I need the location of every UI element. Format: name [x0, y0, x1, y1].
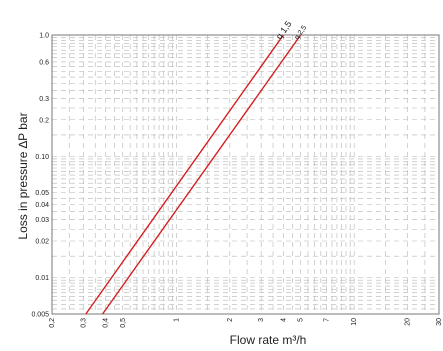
x-axis-ticks: 0,2 0,3 0,4 0,5 1 2 3 4 5 7 10 20 30 [49, 318, 443, 328]
y-tick-label: 0.05 [35, 190, 49, 197]
x-tick-label: 0,2 [49, 318, 56, 328]
plot-frame [51, 34, 440, 315]
y-tick-label: 0.005 [31, 312, 49, 319]
y-tick-label: 0.2 [39, 117, 49, 124]
x-tick-label: 1 [173, 318, 180, 322]
grid [51, 34, 440, 315]
x-tick-label: 20 [405, 318, 412, 326]
y-axis-title: Loss in pressure ∆P bar [16, 112, 30, 239]
series-line [102, 34, 302, 315]
y-tick-label: 0.6 [39, 59, 49, 66]
x-tick-label: 4 [280, 318, 287, 322]
x-tick-label: 10 [351, 318, 358, 326]
y-tick-label: 0.01 [35, 275, 49, 282]
y-tick-label: 0.02 [35, 239, 49, 246]
series-line [85, 34, 284, 315]
x-tick-label: 0,3 [80, 318, 87, 328]
y-tick-label: 0.3 [39, 96, 49, 103]
y-tick-label: 1.0 [39, 33, 49, 40]
x-tick-label: 7 [324, 318, 331, 322]
y-axis-ticks: 0.005 0.01 0.02 0.03 0.04 0.05 0.10 0.2 0.3 0.6 1.… [31, 33, 49, 319]
series-lines: q 1,5 q 2,5 [85, 19, 309, 315]
x-tick-label: 3 [258, 318, 265, 322]
y-tick-label: 0.03 [35, 217, 49, 224]
x-tick-label: 0,4 [103, 318, 110, 328]
plot-border [51, 34, 440, 315]
x-axis-title: Flow rate m³/h [230, 333, 307, 347]
y-tick-label: 0.10 [35, 154, 49, 161]
x-tick-label: 30 [436, 318, 443, 326]
x-tick-label: 2 [227, 318, 234, 322]
series-label: q 2,5 [294, 24, 309, 41]
x-tick-label: 0,5 [120, 318, 127, 328]
y-tick-label: 0.04 [35, 202, 49, 209]
x-tick-label: 5 [298, 318, 305, 322]
